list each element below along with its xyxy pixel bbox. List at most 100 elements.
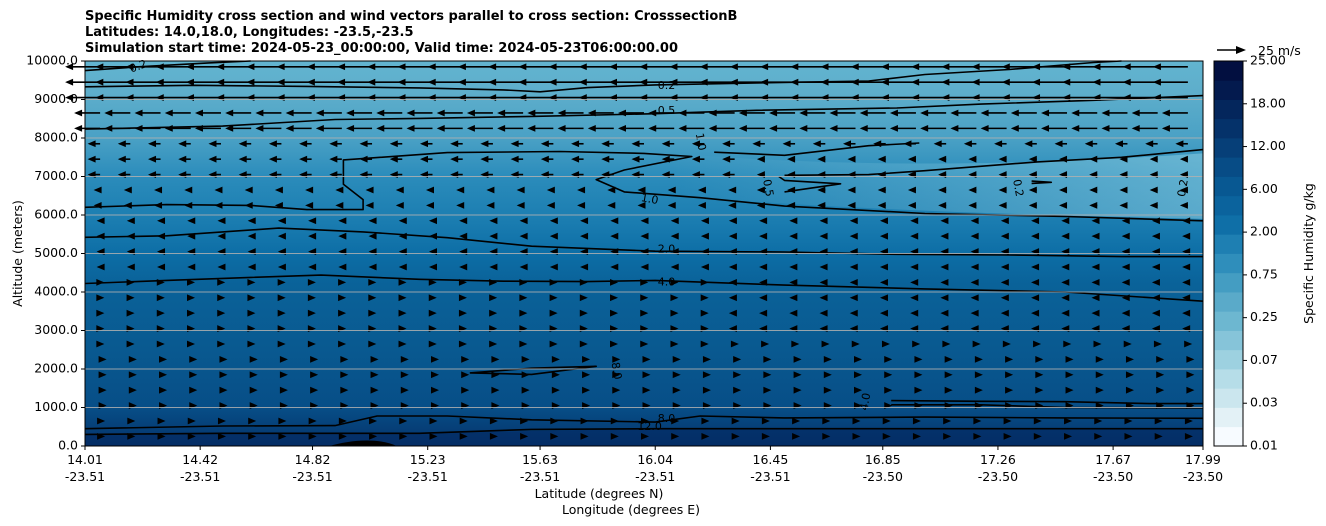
wind-vector [551, 371, 560, 379]
wind-vector [400, 386, 409, 394]
wind-vector [820, 78, 856, 86]
wind-vector [691, 140, 705, 148]
wind-vector [400, 371, 409, 379]
wind-vector [1151, 217, 1160, 225]
wind-vector [126, 294, 135, 302]
wind-vector [1131, 124, 1158, 132]
wind-vector [938, 201, 947, 209]
wind-vector [338, 432, 347, 440]
wind-vector [157, 432, 166, 440]
contour-label-8: 2.0 [658, 243, 676, 256]
wind-vector [247, 232, 256, 240]
wind-vector [980, 124, 1007, 132]
wind-vector [1091, 263, 1100, 271]
wind-vector [943, 432, 952, 440]
wind-vector [974, 355, 983, 363]
wind-vector [944, 355, 953, 363]
wind-vector [497, 124, 524, 132]
wind-vector [389, 155, 403, 163]
wind-vector [277, 232, 286, 240]
wind-vector [219, 355, 228, 363]
wind-vector [104, 109, 131, 117]
wind-vector [1121, 309, 1130, 317]
wind-vector [187, 294, 196, 302]
wind-vector [642, 355, 651, 363]
x-tick-label-lat: 14.42 [182, 452, 218, 467]
wind-vector [164, 109, 191, 117]
wind-vector [1125, 355, 1134, 363]
wind-vector [429, 417, 438, 425]
wind-vector [1095, 371, 1104, 379]
wind-vector [134, 124, 161, 132]
wind-vector [631, 140, 644, 148]
wind-vector [466, 109, 493, 117]
wind-vector [1031, 309, 1040, 317]
wind-vector [610, 294, 619, 302]
colorbar-swatch [1214, 157, 1243, 177]
wind-vector [397, 78, 433, 86]
wind-vector [249, 355, 258, 363]
wind-vector [1000, 278, 1009, 286]
wind-vector [164, 124, 191, 132]
wind-vector [214, 186, 223, 194]
wind-vector [859, 109, 886, 117]
wind-vector [429, 432, 438, 440]
wind-vector [156, 309, 165, 317]
wind-vector [1032, 78, 1068, 86]
wind-vector [246, 63, 282, 71]
wind-vector [428, 309, 437, 317]
y-axis-label: Altitude (meters) [10, 200, 25, 307]
wind-vector [274, 186, 283, 194]
wind-vector [852, 417, 861, 425]
wind-vector [849, 294, 858, 302]
wind-vector [338, 232, 347, 240]
wind-vector [823, 371, 832, 379]
x-axis-label-lat: Latitude (degrees N) [535, 486, 664, 501]
wind-vector [667, 186, 676, 194]
wind-vector [491, 355, 500, 363]
wind-vector [1182, 309, 1191, 317]
wind-vector [1028, 186, 1037, 194]
wind-vector [1089, 186, 1098, 194]
colorbar-swatch [1214, 292, 1243, 312]
wind-vector [761, 432, 770, 440]
wind-vector [1059, 186, 1068, 194]
wind-vector [1161, 109, 1188, 117]
wind-vector [126, 232, 135, 240]
wind-vector [308, 263, 317, 271]
wind-vector [1061, 309, 1070, 317]
x-tick-label-lat: 16.85 [865, 452, 901, 467]
wind-vector [756, 186, 765, 194]
wind-vector [877, 201, 886, 209]
colorbar-tick-label: 0.01 [1250, 438, 1278, 453]
wind-vector [670, 263, 679, 271]
wind-vector [941, 63, 977, 71]
wind-vector [365, 201, 374, 209]
wind-vector [459, 217, 468, 225]
wind-vector [370, 371, 379, 379]
wind-vector [398, 309, 407, 317]
wind-vector [970, 263, 979, 271]
wind-vector [125, 78, 161, 86]
wind-vector [941, 78, 977, 86]
wind-vector [155, 63, 191, 71]
wind-vector [823, 386, 832, 394]
wind-vector [548, 78, 584, 86]
wind-vector [1153, 340, 1162, 348]
wind-vector [1156, 355, 1165, 363]
wind-vector [96, 309, 105, 317]
y-tick-label: 8000.0 [34, 130, 78, 145]
wind-vector [466, 124, 493, 132]
wind-vector [310, 355, 319, 363]
wind-vector [1152, 63, 1188, 71]
wind-vector [610, 340, 619, 348]
wind-vector [631, 155, 644, 163]
wind-vector [217, 263, 226, 271]
wind-vector [519, 217, 528, 225]
wind-vector [760, 63, 796, 71]
wind-vector [817, 155, 826, 163]
wind-vector [248, 432, 257, 440]
wind-vector [225, 124, 252, 132]
wind-vector [489, 294, 498, 302]
y-tick-label: 10000.0 [26, 53, 78, 68]
